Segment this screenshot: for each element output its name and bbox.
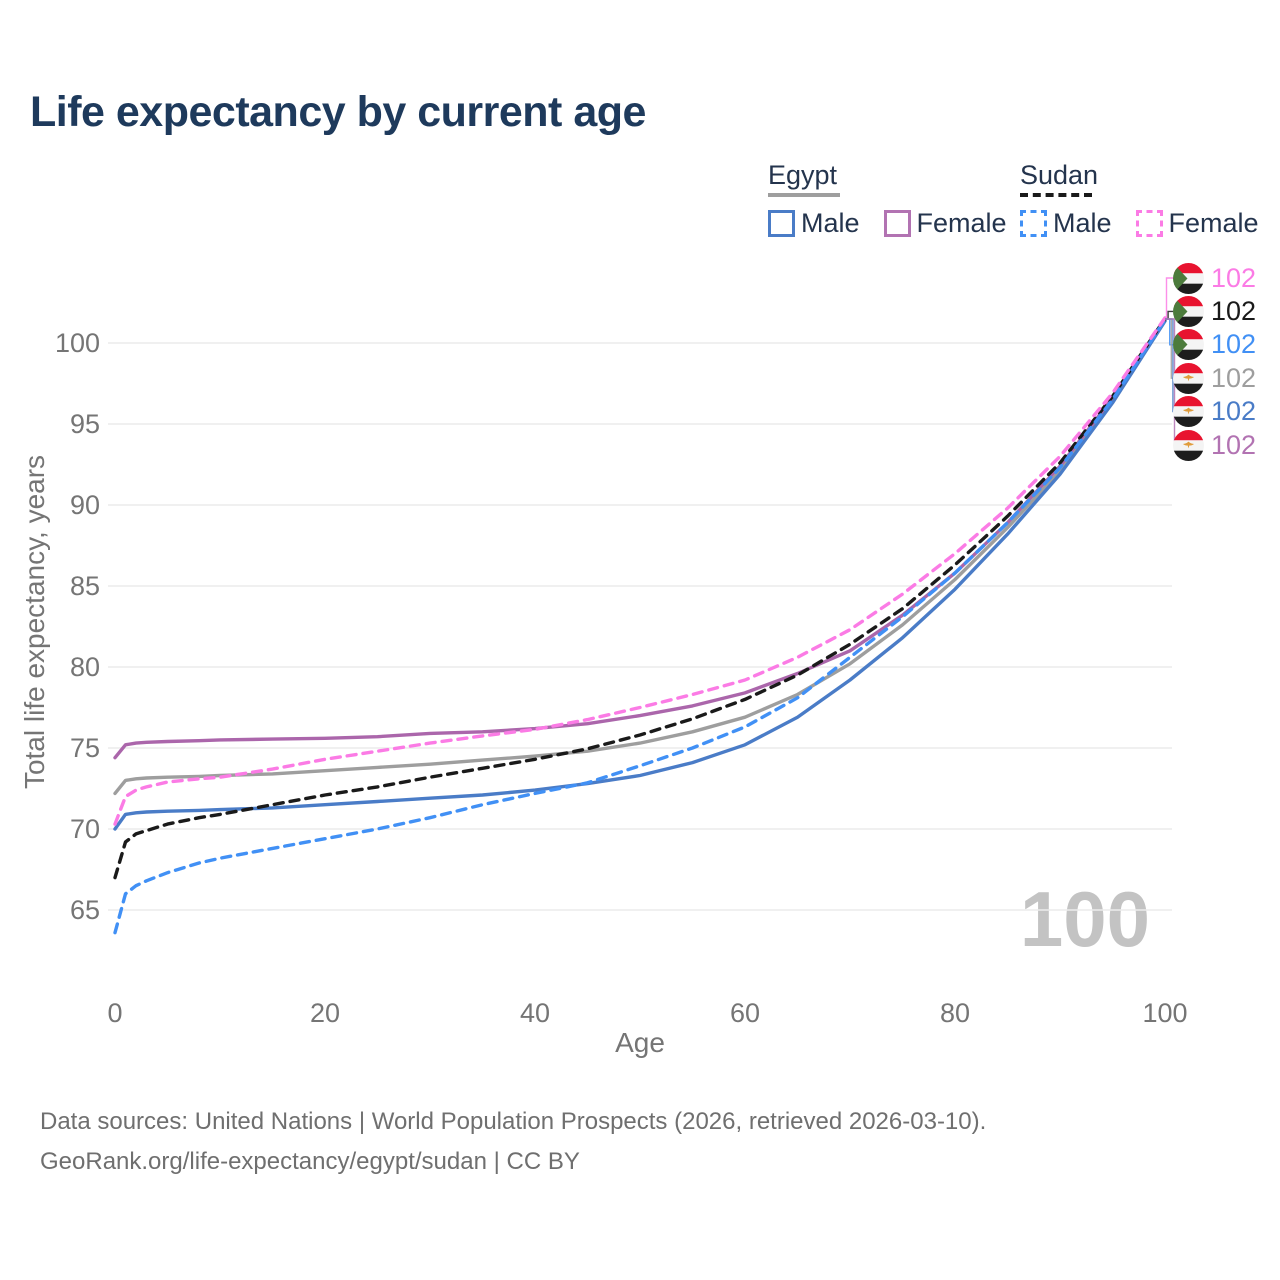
legend-group-sudan: Sudan Male Female: [1020, 161, 1259, 239]
page-title: Life expectancy by current age: [30, 88, 646, 136]
y-tick-label: 80: [70, 652, 100, 682]
end-label-sudan-female: 102: [1173, 262, 1256, 294]
egypt-flag-icon: [1173, 363, 1204, 394]
y-tick-label: 85: [70, 571, 100, 601]
x-tick-label: 40: [520, 998, 550, 1028]
y-tick-label: 70: [70, 814, 100, 844]
egypt-solid-line-sample: [768, 193, 840, 197]
egypt-flag-icon: [1173, 396, 1204, 427]
series-line-egypt-female[interactable]: [113, 317, 1167, 760]
x-tick-label: 0: [107, 998, 122, 1028]
attribution-line: GeoRank.org/life-expectancy/egypt/sudan …: [40, 1148, 580, 1175]
x-tick-label: 20: [310, 998, 340, 1028]
sudan-flag-icon: [1173, 263, 1204, 294]
sudan-female-swatch-icon: [1135, 210, 1163, 237]
legend-item-sudan-female[interactable]: Female: [1135, 208, 1259, 239]
legend-item-label: Female: [1168, 208, 1259, 238]
egypt-female-swatch-icon: [883, 210, 911, 237]
end-value: 102: [1211, 396, 1257, 427]
data-sources-line: Data sources: United Nations | World Pop…: [40, 1108, 987, 1135]
x-tick-label: 100: [1142, 998, 1187, 1028]
end-value: 102: [1211, 262, 1257, 293]
y-tick-label: 75: [70, 733, 100, 763]
end-value: 102: [1211, 362, 1257, 393]
legend-item-label: Female: [916, 208, 1007, 238]
sudan-male-swatch-icon: [1020, 210, 1047, 237]
legend-country-egypt[interactable]: Egypt: [768, 160, 838, 190]
end-label-egypt-male: 102: [1173, 396, 1256, 428]
x-axis-title: Age: [615, 1027, 665, 1058]
legend-item-egypt-female[interactable]: Female: [883, 208, 1007, 239]
y-tick-label: 65: [70, 895, 100, 925]
legend-item-egypt-male[interactable]: Male: [768, 208, 860, 239]
end-value: 102: [1211, 295, 1257, 326]
series-line-sudan-both[interactable]: [113, 317, 1167, 880]
age-watermark: 100: [1020, 875, 1150, 963]
sudan-flag-icon: [1173, 296, 1204, 327]
series-line-sudan-male[interactable]: [113, 317, 1167, 935]
x-tick-label: 60: [730, 998, 760, 1028]
legend-country-sudan[interactable]: Sudan: [1020, 160, 1099, 190]
y-axis-title: Total life expectancy, years: [19, 455, 50, 789]
legend-item-sudan-male[interactable]: Male: [1020, 208, 1112, 239]
series-line-sudan-female[interactable]: [113, 316, 1167, 826]
y-tick-label: 100: [55, 328, 100, 358]
y-tick-label: 95: [70, 409, 100, 439]
legend-item-label: Male: [801, 208, 860, 238]
end-label-sudan-male: 102: [1173, 329, 1256, 361]
legend-item-label: Male: [1053, 208, 1112, 238]
y-tick-label: 90: [70, 490, 100, 520]
end-label-egypt-both: 102: [1173, 362, 1256, 394]
sudan-flag-icon: [1173, 329, 1204, 360]
series-line-egypt-both[interactable]: [113, 318, 1167, 796]
egypt-flag-icon: [1173, 430, 1204, 461]
legend-group-egypt: Egypt Male Female: [768, 161, 1007, 239]
end-label-egypt-female: 102: [1173, 429, 1256, 461]
end-value: 102: [1211, 429, 1257, 460]
sudan-dashed-line-sample: [1020, 193, 1092, 197]
end-label-sudan-both: 102: [1173, 295, 1256, 327]
series-line-egypt-male[interactable]: [113, 319, 1167, 831]
end-value: 102: [1211, 329, 1257, 360]
x-tick-label: 80: [940, 998, 970, 1028]
egypt-male-swatch-icon: [768, 210, 795, 237]
